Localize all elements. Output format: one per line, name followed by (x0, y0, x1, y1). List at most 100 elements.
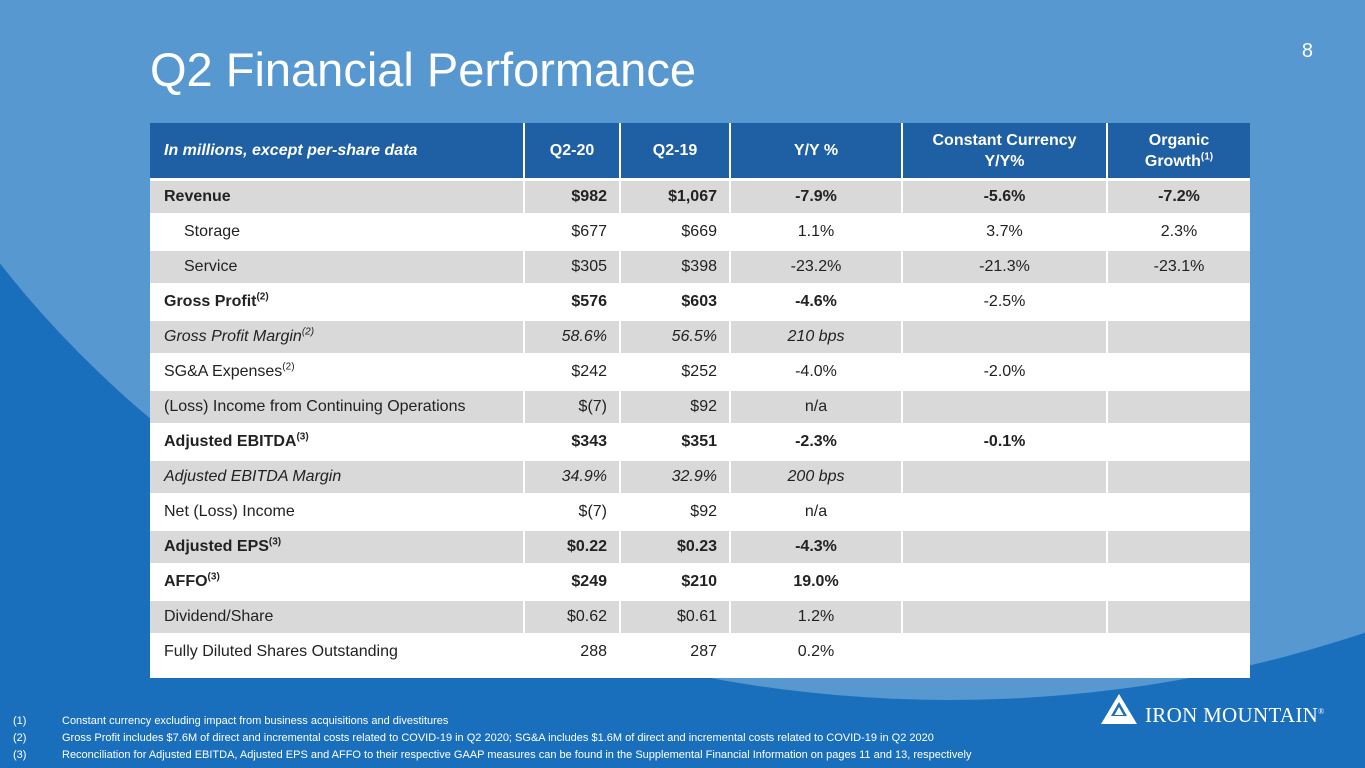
cell-org: -23.1% (1108, 251, 1250, 286)
cell-org (1108, 426, 1250, 461)
cell-q219: 56.5% (621, 321, 731, 356)
cell-q219: $603 (621, 286, 731, 321)
cell-yy: n/a (731, 496, 903, 531)
cell-yy: -4.6% (731, 286, 903, 321)
row-label: Service (150, 251, 525, 286)
footnote-text: Reconciliation for Adjusted EBITDA, Adju… (62, 749, 972, 761)
cell-org (1108, 286, 1250, 321)
cell-yy: n/a (731, 391, 903, 426)
cell-cc: -2.5% (903, 286, 1108, 321)
cell-q219: $92 (621, 391, 731, 426)
cell-org (1108, 601, 1250, 636)
cell-q219: $669 (621, 216, 731, 251)
row-label: Dividend/Share (150, 601, 525, 636)
cell-org: -7.2% (1108, 181, 1250, 216)
cell-q219: $0.61 (621, 601, 731, 636)
cell-q220: $343 (525, 426, 621, 461)
financial-table: In millions, except per-share data Q2-20… (150, 123, 1250, 678)
table-row: Revenue $982 $1,067 -7.9% -5.6% -7.2% (150, 181, 1250, 216)
header-cc-line2: Y/Y% (984, 152, 1025, 170)
table-row: Adjusted EBITDA(3) $343 $351 -2.3% -0.1% (150, 426, 1250, 461)
table-header-row: In millions, except per-share data Q2-20… (150, 123, 1250, 181)
cell-org (1108, 636, 1250, 671)
row-label: Adjusted EBITDA Margin (150, 461, 525, 496)
table-row: Dividend/Share $0.62 $0.61 1.2% (150, 601, 1250, 636)
header-q220: Q2-20 (525, 123, 621, 181)
table-row: SG&A Expenses(2) $242 $252 -4.0% -2.0% (150, 356, 1250, 391)
table-row: Gross Profit(2) $576 $603 -4.6% -2.5% (150, 286, 1250, 321)
header-org-line1: Organic (1148, 131, 1210, 149)
cell-q220: 58.6% (525, 321, 621, 356)
table-row: Fully Diluted Shares Outstanding 288 287… (150, 636, 1250, 671)
cell-org (1108, 391, 1250, 426)
header-yy: Y/Y % (731, 123, 903, 181)
table-row: Gross Profit Margin(2) 58.6% 56.5% 210 b… (150, 321, 1250, 356)
table-row: AFFO(3) $249 $210 19.0% (150, 566, 1250, 601)
footnote-text: Gross Profit includes $7.6M of direct an… (62, 732, 934, 744)
page-number: 8 (1301, 40, 1313, 62)
cell-yy: 19.0% (731, 566, 903, 601)
cell-cc: -2.0% (903, 356, 1108, 391)
cell-q220: $249 (525, 566, 621, 601)
cell-yy: 0.2% (731, 636, 903, 671)
footnote-text: Constant currency excluding impact from … (62, 715, 449, 727)
cell-org (1108, 531, 1250, 566)
row-label: Adjusted EBITDA(3) (150, 426, 525, 461)
table-row: Net (Loss) Income $(7) $92 n/a (150, 496, 1250, 531)
cell-cc (903, 391, 1108, 426)
row-label: Revenue (150, 181, 525, 216)
row-label: Gross Profit(2) (150, 286, 525, 321)
cell-cc: -0.1% (903, 426, 1108, 461)
row-label: (Loss) Income from Continuing Operations (150, 391, 525, 426)
header-org-line2: Growth (1144, 152, 1201, 170)
cell-yy: 1.2% (731, 601, 903, 636)
cell-cc (903, 531, 1108, 566)
footnote-number: (3) (13, 749, 27, 761)
mountain-icon (1101, 694, 1137, 724)
cell-cc (903, 461, 1108, 496)
cell-q220: $982 (525, 181, 621, 216)
cell-q219: $252 (621, 356, 731, 391)
cell-cc (903, 566, 1108, 601)
footnote: (1) Constant currency excluding impact f… (13, 713, 971, 730)
cell-cc: -21.3% (903, 251, 1108, 286)
cell-q219: 287 (621, 636, 731, 671)
cell-org: 2.3% (1108, 216, 1250, 251)
row-label: Fully Diluted Shares Outstanding (150, 636, 525, 671)
iron-mountain-logo: IRON MOUNTAIN® (1100, 693, 1330, 727)
cell-yy: 210 bps (731, 321, 903, 356)
row-label: SG&A Expenses(2) (150, 356, 525, 391)
cell-q220: $0.22 (525, 531, 621, 566)
cell-org (1108, 496, 1250, 531)
cell-org (1108, 461, 1250, 496)
footnote: (2) Gross Profit includes $7.6M of direc… (13, 730, 971, 747)
cell-q220: 288 (525, 636, 621, 671)
cell-q219: $210 (621, 566, 731, 601)
cell-cc: -5.6% (903, 181, 1108, 216)
row-label: AFFO(3) (150, 566, 525, 601)
row-label: Net (Loss) Income (150, 496, 525, 531)
cell-q220: $0.62 (525, 601, 621, 636)
cell-q220: 34.9% (525, 461, 621, 496)
table-row: Adjusted EPS(3) $0.22 $0.23 -4.3% (150, 531, 1250, 566)
footnote-number: (2) (13, 732, 27, 744)
cell-q220: $576 (525, 286, 621, 321)
header-organic-growth: Organic Growth(1) (1108, 123, 1250, 181)
cell-org (1108, 321, 1250, 356)
cell-cc (903, 321, 1108, 356)
cell-yy: -23.2% (731, 251, 903, 286)
row-label: Adjusted EPS(3) (150, 531, 525, 566)
footnotes: (1) Constant currency excluding impact f… (13, 713, 971, 764)
cell-q219: $398 (621, 251, 731, 286)
table-row: Storage $677 $669 1.1% 3.7% 2.3% (150, 216, 1250, 251)
cell-cc (903, 496, 1108, 531)
header-constant-currency: Constant Currency Y/Y% (903, 123, 1108, 181)
cell-q219: $1,067 (621, 181, 731, 216)
footnote-number: (1) (13, 715, 27, 727)
table-row: Service $305 $398 -23.2% -21.3% -23.1% (150, 251, 1250, 286)
footnote: (3) Reconciliation for Adjusted EBITDA, … (13, 747, 971, 764)
cell-q219: $0.23 (621, 531, 731, 566)
cell-q219: 32.9% (621, 461, 731, 496)
header-q219: Q2-19 (621, 123, 731, 181)
table-row: Adjusted EBITDA Margin 34.9% 32.9% 200 b… (150, 461, 1250, 496)
